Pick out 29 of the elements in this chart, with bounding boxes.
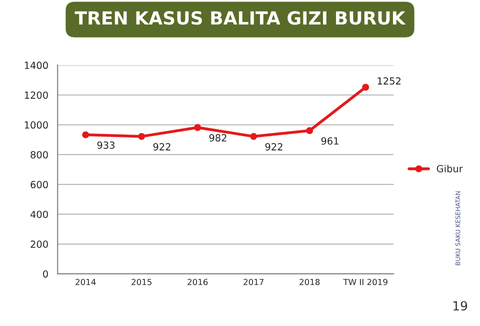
text: 19 [453, 301, 468, 311]
point [138, 132, 146, 140]
y-tick-label: 800 [30, 151, 48, 158]
point [194, 124, 202, 131]
data-label: 961 [321, 137, 338, 145]
point [82, 131, 90, 138]
data-label: 922 [153, 143, 170, 150]
y-tick-label: 1200 [24, 91, 48, 99]
x-tick-label: 2016 [188, 278, 208, 286]
x-tick-label: 2018 [300, 278, 320, 286]
data-label: 1252 [378, 77, 400, 85]
y-tick-label: 0 [43, 270, 48, 278]
point [250, 132, 258, 140]
x-tick-label: 2017 [244, 278, 264, 286]
x-tick-label: 2015 [132, 278, 152, 286]
y-tick-label: 1400 [24, 62, 48, 70]
x-tick-label: TW II 2019 [343, 278, 388, 286]
y-tick-label: 1000 [24, 121, 48, 129]
y-tick-label: 200 [30, 240, 48, 248]
y-tick-label: 400 [30, 210, 48, 218]
chart-title: TREN KASUS BALITA GIZI BURUK [74, 11, 406, 25]
data-label: 982 [209, 134, 226, 142]
point [362, 84, 370, 91]
data-label: 922 [265, 143, 282, 150]
x-tick-label: 2014 [76, 278, 96, 286]
point [306, 127, 314, 134]
data-label: 933 [97, 141, 114, 149]
legend-label: Gibur [436, 164, 463, 172]
y-tick-label: 600 [30, 180, 48, 188]
